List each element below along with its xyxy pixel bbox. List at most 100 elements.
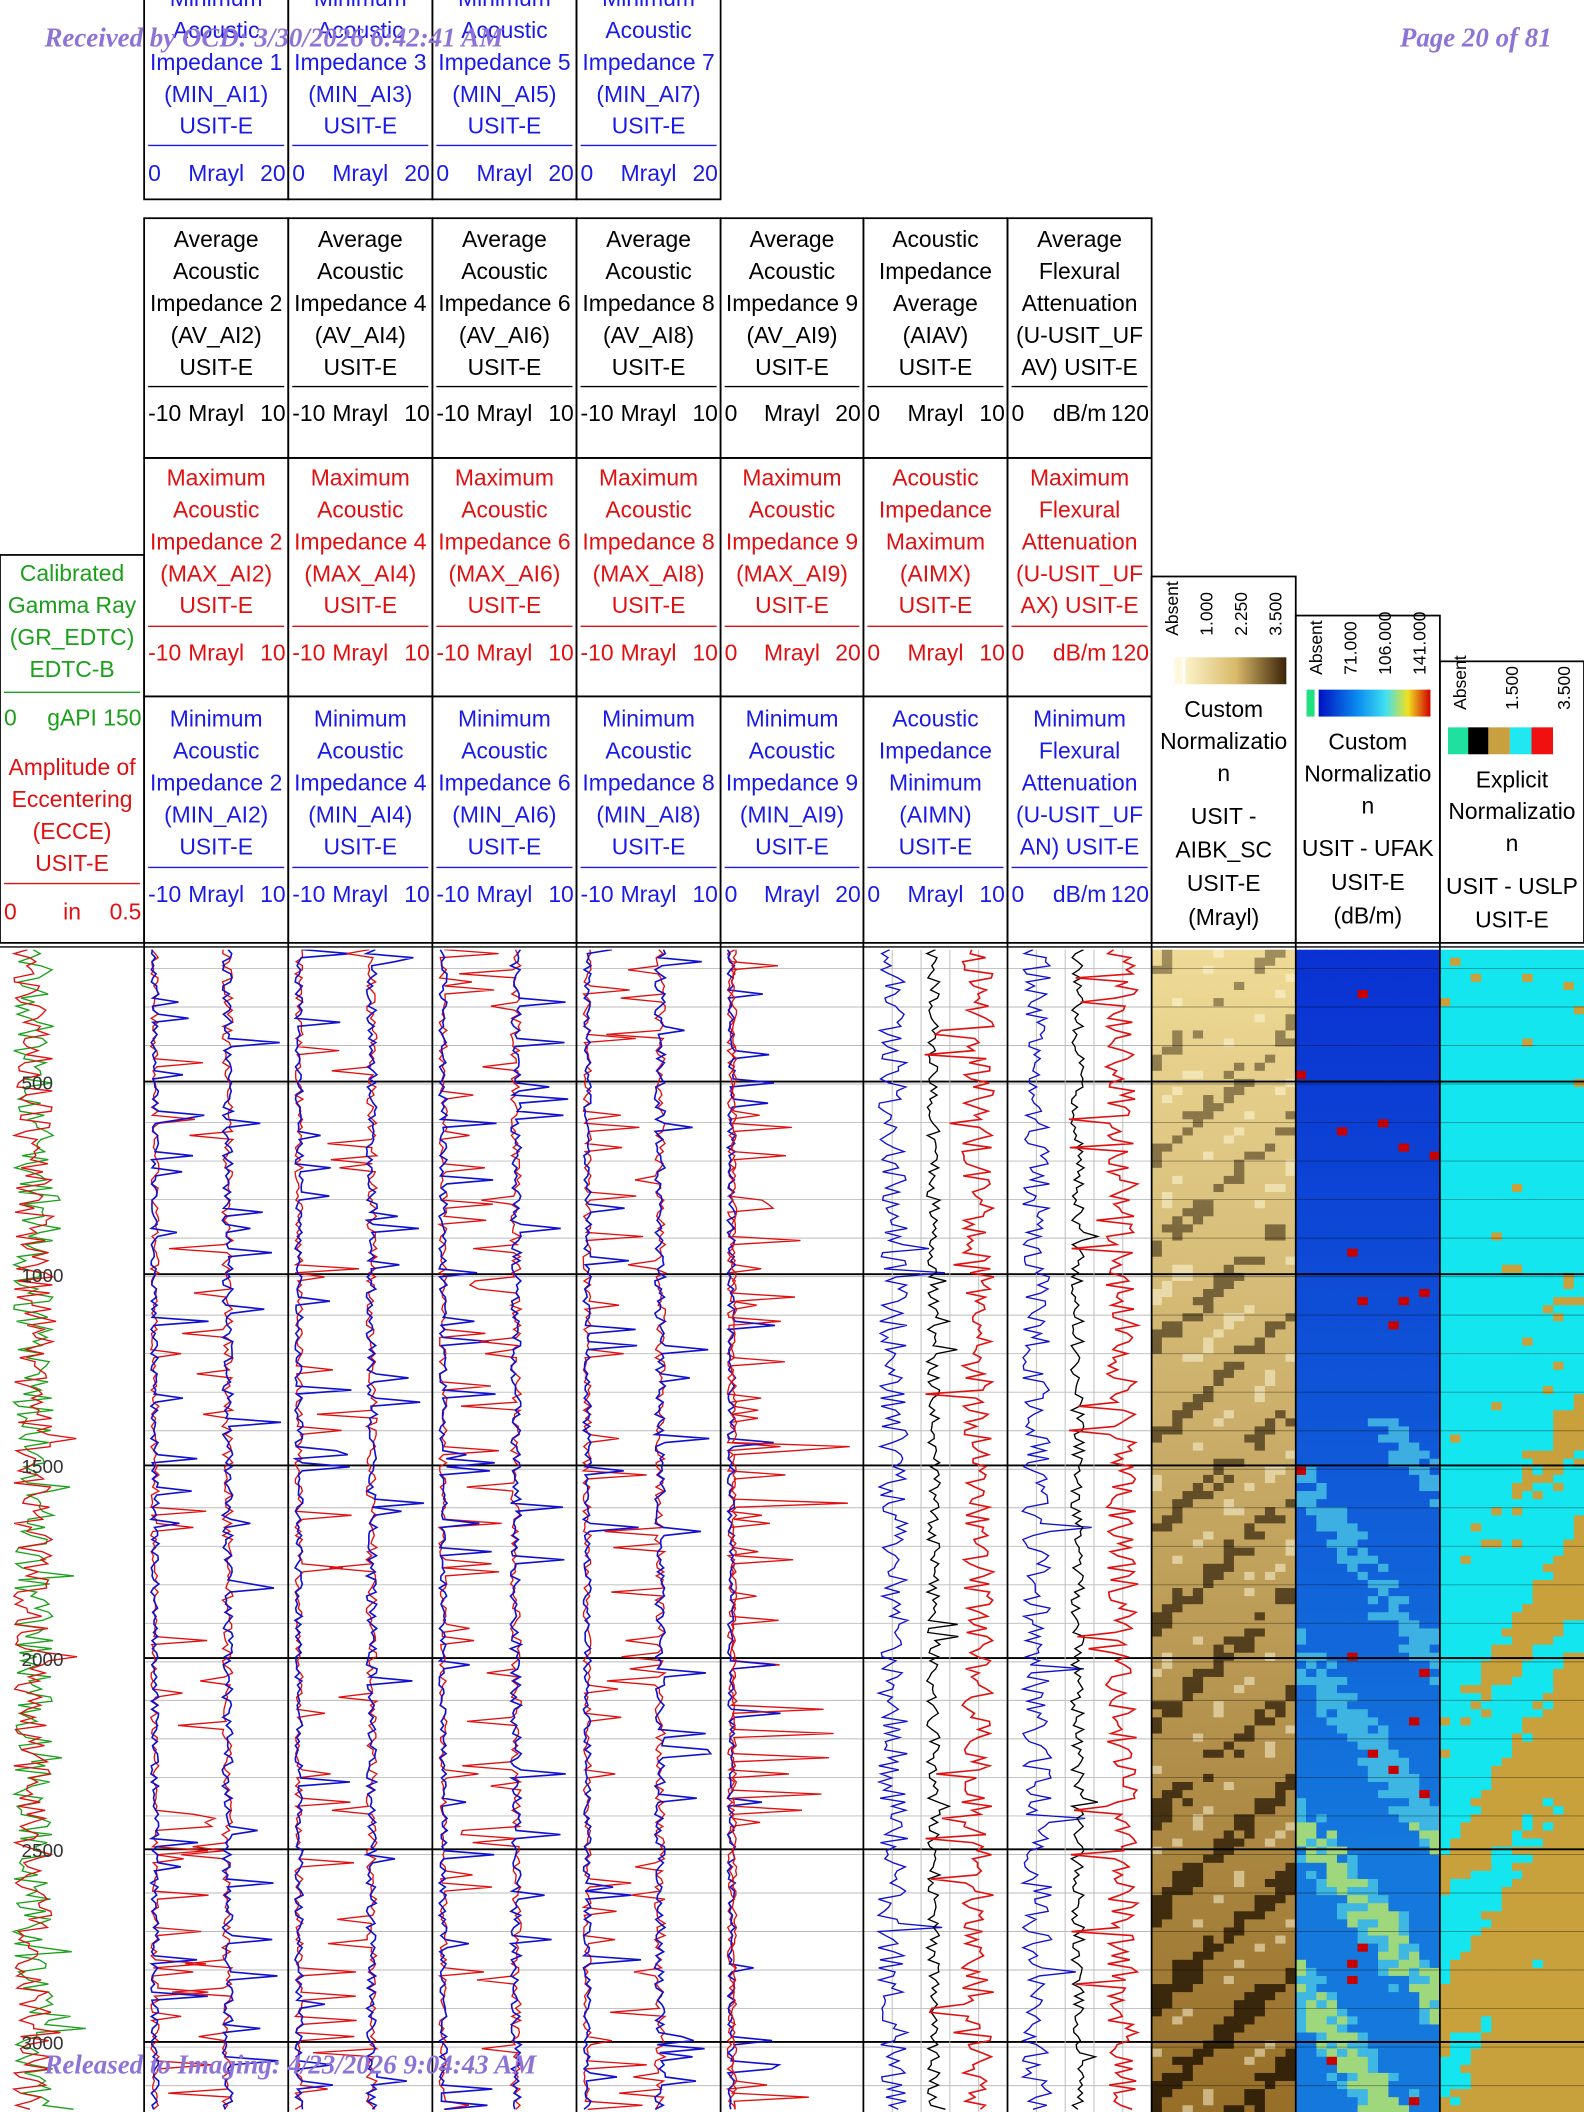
image-cell	[1357, 1709, 1369, 1719]
image-cell	[1172, 981, 1184, 991]
image-cell	[1460, 1135, 1472, 1145]
image-cell	[1305, 1127, 1318, 1137]
image-cell	[1244, 2040, 1256, 2050]
image-cell	[1161, 1272, 1173, 1282]
image-cell	[1419, 998, 1431, 1007]
image-cell	[1398, 1337, 1410, 1347]
image-cell	[1151, 2064, 1163, 2074]
image-cell	[1244, 1143, 1256, 1153]
image-cell	[1223, 981, 1235, 991]
image-cell	[1336, 2008, 1349, 2018]
image-cell	[1409, 1256, 1421, 1266]
image-cell	[1429, 1967, 1441, 1977]
image-cell	[1347, 1725, 1359, 1735]
image-cell	[1244, 1806, 1256, 1815]
image-cell	[1295, 949, 1307, 959]
image-cell	[1264, 1612, 1276, 1622]
image-cell	[1326, 1410, 1338, 1419]
image-cell	[1151, 981, 1163, 991]
image-cell	[1223, 1418, 1235, 1428]
image-cell	[1501, 1410, 1513, 1419]
image-cell	[1182, 1725, 1194, 1735]
image-cell	[1429, 1539, 1441, 1549]
image-cell	[1213, 1757, 1225, 1767]
image-cell	[1275, 2008, 1287, 2018]
image-cell	[1233, 1434, 1245, 1444]
image-cell	[1367, 1539, 1379, 1549]
image-cell	[1275, 1563, 1287, 1573]
image-cell	[1305, 1224, 1318, 1234]
image-cell	[1295, 1410, 1307, 1419]
image-cell	[1151, 1329, 1163, 1339]
image-cell	[1398, 1628, 1410, 1638]
image-cell	[1388, 1822, 1400, 1832]
image-cell	[1233, 1103, 1245, 1112]
image-cell	[1213, 1022, 1225, 1032]
image-cell	[1367, 1232, 1379, 1242]
image-cell	[1172, 1571, 1184, 1581]
image-cell	[1316, 1208, 1328, 1217]
image-cell	[1470, 1046, 1482, 1056]
image-cell	[1182, 1474, 1194, 1484]
image-cell	[1182, 1119, 1194, 1129]
image-cell	[1460, 1491, 1472, 1500]
image-cell	[1223, 1822, 1235, 1832]
image-cell	[1357, 1086, 1369, 1096]
image-cell	[1419, 2008, 1431, 2018]
image-cell	[1223, 1305, 1235, 1314]
image-cell	[1419, 1984, 1431, 1993]
image-cell	[1336, 2040, 1349, 2050]
image-cell	[1326, 2048, 1338, 2058]
image-cell	[1450, 965, 1462, 975]
image-cell	[1192, 973, 1204, 983]
image-cell	[1213, 1790, 1225, 1799]
image-cell	[1336, 1555, 1349, 1565]
image-cell	[1398, 1151, 1410, 1161]
image-cell	[1213, 1531, 1225, 1541]
image-cell	[1203, 1394, 1215, 1403]
image-cell	[1305, 957, 1318, 967]
image-cell	[1398, 1208, 1410, 1217]
image-cell	[1419, 1870, 1431, 1880]
image-cell	[1244, 1014, 1256, 1023]
image-cell	[1553, 1030, 1565, 1040]
image-cell	[1192, 1967, 1204, 1977]
image-cell	[1254, 1830, 1266, 1840]
image-cell	[1233, 1377, 1245, 1387]
image-cell	[1244, 1539, 1256, 1549]
image-cell	[1409, 2040, 1421, 2050]
image-cell	[1254, 1143, 1266, 1153]
image-cell	[1357, 1329, 1369, 1339]
image-cell	[1161, 1709, 1173, 1719]
image-cell	[1563, 1208, 1575, 1217]
image-cell	[1223, 1563, 1235, 1573]
image-cell	[1357, 1119, 1369, 1129]
image-cell	[1553, 1224, 1565, 1234]
image-cell	[1429, 1676, 1441, 1686]
image-cell	[1357, 1523, 1369, 1533]
image-cell	[1542, 1491, 1554, 1500]
image-cell	[1573, 1175, 1584, 1185]
image-cell	[1244, 1046, 1256, 1056]
image-cell	[1378, 1604, 1390, 1613]
image-cell	[1151, 1911, 1163, 1921]
image-cell	[1275, 1474, 1287, 1484]
image-cell	[1192, 1466, 1204, 1476]
image-cell	[1213, 990, 1225, 999]
image-cell	[1357, 1159, 1369, 1169]
image-cell	[1542, 1280, 1554, 1290]
image-cell	[1223, 2097, 1235, 2106]
image-cell	[1151, 1878, 1163, 1888]
image-cell	[1429, 1313, 1441, 1323]
image-cell	[1439, 1402, 1451, 1411]
image-cell	[1470, 1410, 1482, 1419]
image-cell	[1316, 1685, 1328, 1694]
image-cell	[1182, 1491, 1194, 1500]
image-cell	[1367, 1394, 1379, 1403]
image-cell	[1244, 1709, 1256, 1719]
image-cell	[1347, 1256, 1359, 1266]
image-cell	[1347, 1935, 1359, 1945]
image-cell	[1151, 1531, 1163, 1541]
image-cell	[1522, 1329, 1534, 1339]
image-cell	[1409, 1717, 1421, 1727]
